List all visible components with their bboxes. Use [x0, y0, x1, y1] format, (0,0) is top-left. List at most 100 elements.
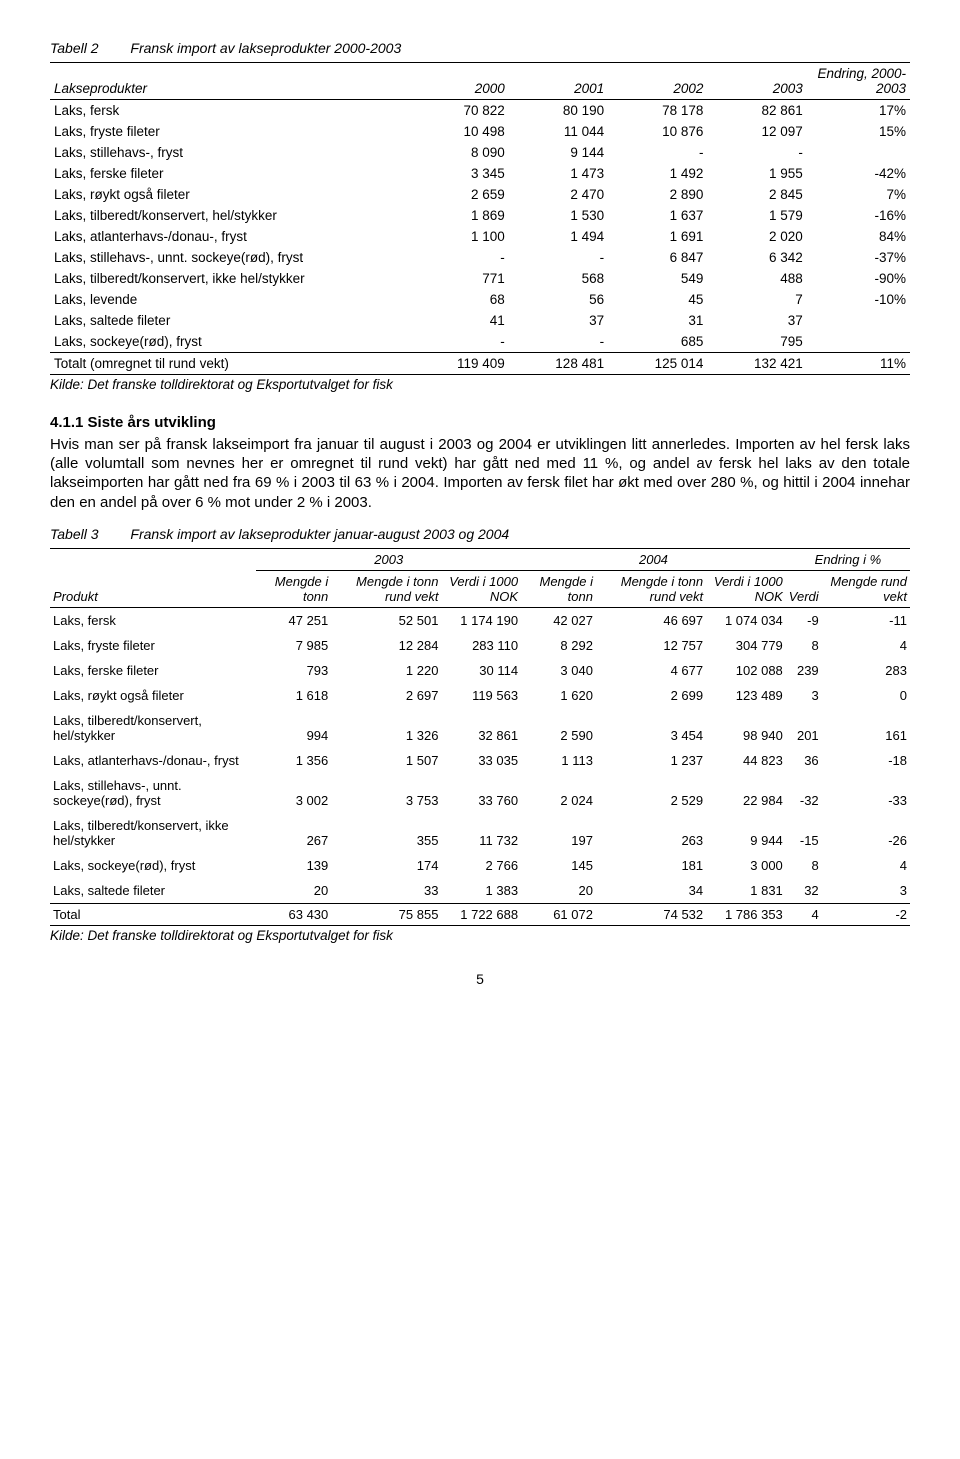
cell: 17%	[807, 100, 910, 122]
cell: 1 494	[509, 226, 608, 247]
table-row: Laks, levende6856457-10%	[50, 289, 910, 310]
table2-source: Kilde: Det franske tolldirektorat og Eks…	[50, 377, 910, 392]
table-row: Laks, atlanterhavs-/donau-, fryst1 3561 …	[50, 748, 910, 773]
table-row: Laks, atlanterhavs-/donau-, fryst1 1001 …	[50, 226, 910, 247]
table2-h2: 2001	[509, 63, 608, 100]
cell: 174	[331, 853, 441, 878]
table-row: Laks, røykt også fileter2 6592 4702 8902…	[50, 184, 910, 205]
table3-total-v3: 61 072	[521, 903, 596, 925]
cell: 56	[509, 289, 608, 310]
table-row: Laks, fryste fileter10 49811 04410 87612…	[50, 121, 910, 142]
cell: 7%	[807, 184, 910, 205]
cell: 201	[786, 708, 822, 748]
table2: Lakseprodukter 2000 2001 2002 2003 Endri…	[50, 62, 910, 375]
cell: -	[509, 247, 608, 268]
table2-total-v2: 125 014	[608, 353, 707, 375]
cell: 685	[608, 331, 707, 353]
cell: -	[509, 331, 608, 353]
cell: 33 760	[441, 773, 521, 813]
section-heading: 4.1.1 Siste års utvikling	[50, 414, 910, 431]
row-name: Laks, atlanterhavs-/donau-, fryst	[50, 748, 256, 773]
cell: 47 251	[256, 607, 331, 633]
table3-c3: Verdi i 1000 NOK	[441, 570, 521, 607]
cell: 98 940	[706, 708, 786, 748]
table3-c0: Produkt	[50, 570, 256, 607]
cell: -	[707, 142, 806, 163]
table3-c5: Mengde i tonn rund vekt	[596, 570, 706, 607]
cell: 7	[707, 289, 806, 310]
cell: 2 766	[441, 853, 521, 878]
row-name: Laks, fryste fileter	[50, 121, 411, 142]
table2-caption: Tabell 2 Fransk import av lakseprodukter…	[50, 40, 910, 56]
cell: 6 847	[608, 247, 707, 268]
table-row: Laks, tilberedt/konservert, hel/stykker1…	[50, 205, 910, 226]
table3-total-name: Total	[50, 903, 256, 925]
cell: 2 024	[521, 773, 596, 813]
cell: 304 779	[706, 633, 786, 658]
cell: 2 529	[596, 773, 706, 813]
table3-total-row: Total 63 430 75 855 1 722 688 61 072 74 …	[50, 903, 910, 925]
cell: 161	[822, 708, 910, 748]
cell: 793	[256, 658, 331, 683]
cell: 45	[608, 289, 707, 310]
row-name: Laks, stillehavs-, unnt. sockeye(rød), f…	[50, 773, 256, 813]
cell: 12 757	[596, 633, 706, 658]
row-name: Laks, saltede fileter	[50, 310, 411, 331]
cell: -15	[786, 813, 822, 853]
cell: 9 944	[706, 813, 786, 853]
cell: 4	[822, 633, 910, 658]
table2-h4: 2003	[707, 63, 806, 100]
cell: 1 113	[521, 748, 596, 773]
table2-caption-num: Tabell 2	[50, 40, 99, 56]
cell: -32	[786, 773, 822, 813]
cell: 68	[411, 289, 509, 310]
cell: 1 237	[596, 748, 706, 773]
cell: 181	[596, 853, 706, 878]
cell: -18	[822, 748, 910, 773]
cell	[807, 310, 910, 331]
cell: -37%	[807, 247, 910, 268]
table3-c8: Mengde rund vekt	[822, 570, 910, 607]
table-row: Laks, sockeye(rød), fryst1391742 7661451…	[50, 853, 910, 878]
table3-c7: Verdi	[786, 570, 822, 607]
cell: 1 955	[707, 163, 806, 184]
cell: 3 454	[596, 708, 706, 748]
table3-total-v1: 75 855	[331, 903, 441, 925]
cell: 32	[786, 878, 822, 904]
cell: 795	[707, 331, 806, 353]
cell: 1 530	[509, 205, 608, 226]
cell: 36	[786, 748, 822, 773]
table-row: Laks, saltede fileter20331 38320341 8313…	[50, 878, 910, 904]
cell: 82 861	[707, 100, 806, 122]
cell: 52 501	[331, 607, 441, 633]
table2-total-v1: 128 481	[509, 353, 608, 375]
row-name: Laks, levende	[50, 289, 411, 310]
table2-total-name: Totalt (omregnet til rund vekt)	[50, 353, 411, 375]
cell: 102 088	[706, 658, 786, 683]
cell: 3	[786, 683, 822, 708]
row-name: Laks, røykt også fileter	[50, 683, 256, 708]
table3-total-v5: 1 786 353	[706, 903, 786, 925]
table2-h0: Lakseprodukter	[50, 63, 411, 100]
cell: 1 492	[608, 163, 707, 184]
cell: 41	[411, 310, 509, 331]
table3-total-v4: 74 532	[596, 903, 706, 925]
cell: 1 507	[331, 748, 441, 773]
cell: 0	[822, 683, 910, 708]
cell: 8	[786, 853, 822, 878]
table3-c4: Mengde i tonn	[521, 570, 596, 607]
cell: 2 697	[331, 683, 441, 708]
table2-h5: Endring, 2000-2003	[807, 63, 910, 100]
cell: 32 861	[441, 708, 521, 748]
cell: 1 174 190	[441, 607, 521, 633]
table3-source: Kilde: Det franske tolldirektorat og Eks…	[50, 928, 910, 943]
cell: 33	[331, 878, 441, 904]
cell: 84%	[807, 226, 910, 247]
cell: 80 190	[509, 100, 608, 122]
table3-total-v0: 63 430	[256, 903, 331, 925]
row-name: Laks, saltede fileter	[50, 878, 256, 904]
cell: -10%	[807, 289, 910, 310]
row-name: Laks, tilberedt/konservert, ikke hel/sty…	[50, 268, 411, 289]
cell: 1 383	[441, 878, 521, 904]
cell: 2 020	[707, 226, 806, 247]
